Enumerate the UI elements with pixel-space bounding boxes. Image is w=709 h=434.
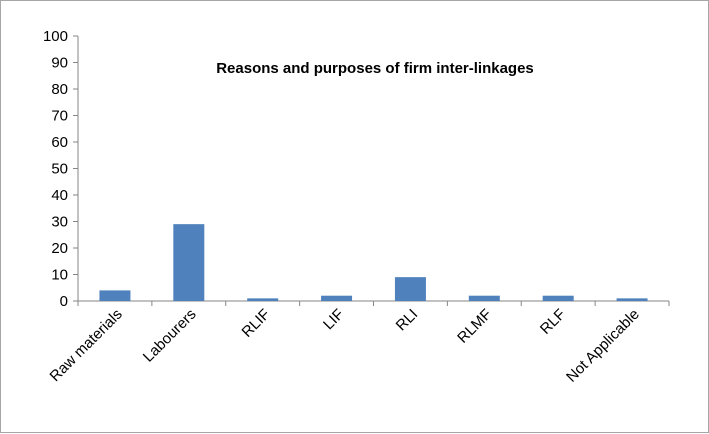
- bar: [542, 295, 574, 301]
- x-tick-label: LIF: [320, 306, 347, 333]
- y-tick-label: 90: [51, 55, 68, 72]
- y-tick-label: 20: [51, 240, 68, 257]
- y-tick-label: 100: [43, 28, 68, 45]
- x-tick-label: RLMF: [454, 306, 495, 347]
- x-tick-label: Labourers: [140, 306, 200, 366]
- x-tick-label: Not Applicable: [563, 306, 643, 386]
- plot-area: 0 10 20 30 40 50 60 70 80 90 100 Raw materials Labou…: [43, 28, 670, 386]
- x-tick-label: RLIF: [239, 306, 274, 341]
- bar: [321, 295, 353, 301]
- x-tick-label: RLI: [393, 306, 422, 335]
- y-tick-label: 0: [60, 293, 68, 310]
- bar: [394, 277, 426, 301]
- bar: [247, 298, 279, 301]
- bar: [99, 290, 131, 301]
- y-tick-label: 10: [51, 267, 68, 284]
- y-tick-label: 50: [51, 161, 68, 178]
- y-tick-label: 60: [51, 134, 68, 151]
- x-tick-label: Raw materials: [47, 306, 126, 385]
- bar: [468, 295, 500, 301]
- y-tick-label: 40: [51, 187, 68, 204]
- y-tick-label: 30: [51, 214, 68, 231]
- bar: [173, 224, 205, 301]
- bar: [616, 298, 648, 301]
- chart-title: Reasons and purposes of firm inter-linka…: [216, 60, 534, 77]
- y-tick-label: 80: [51, 81, 68, 98]
- x-tick-label: RLF: [537, 306, 569, 338]
- y-tick-label: 70: [51, 108, 68, 125]
